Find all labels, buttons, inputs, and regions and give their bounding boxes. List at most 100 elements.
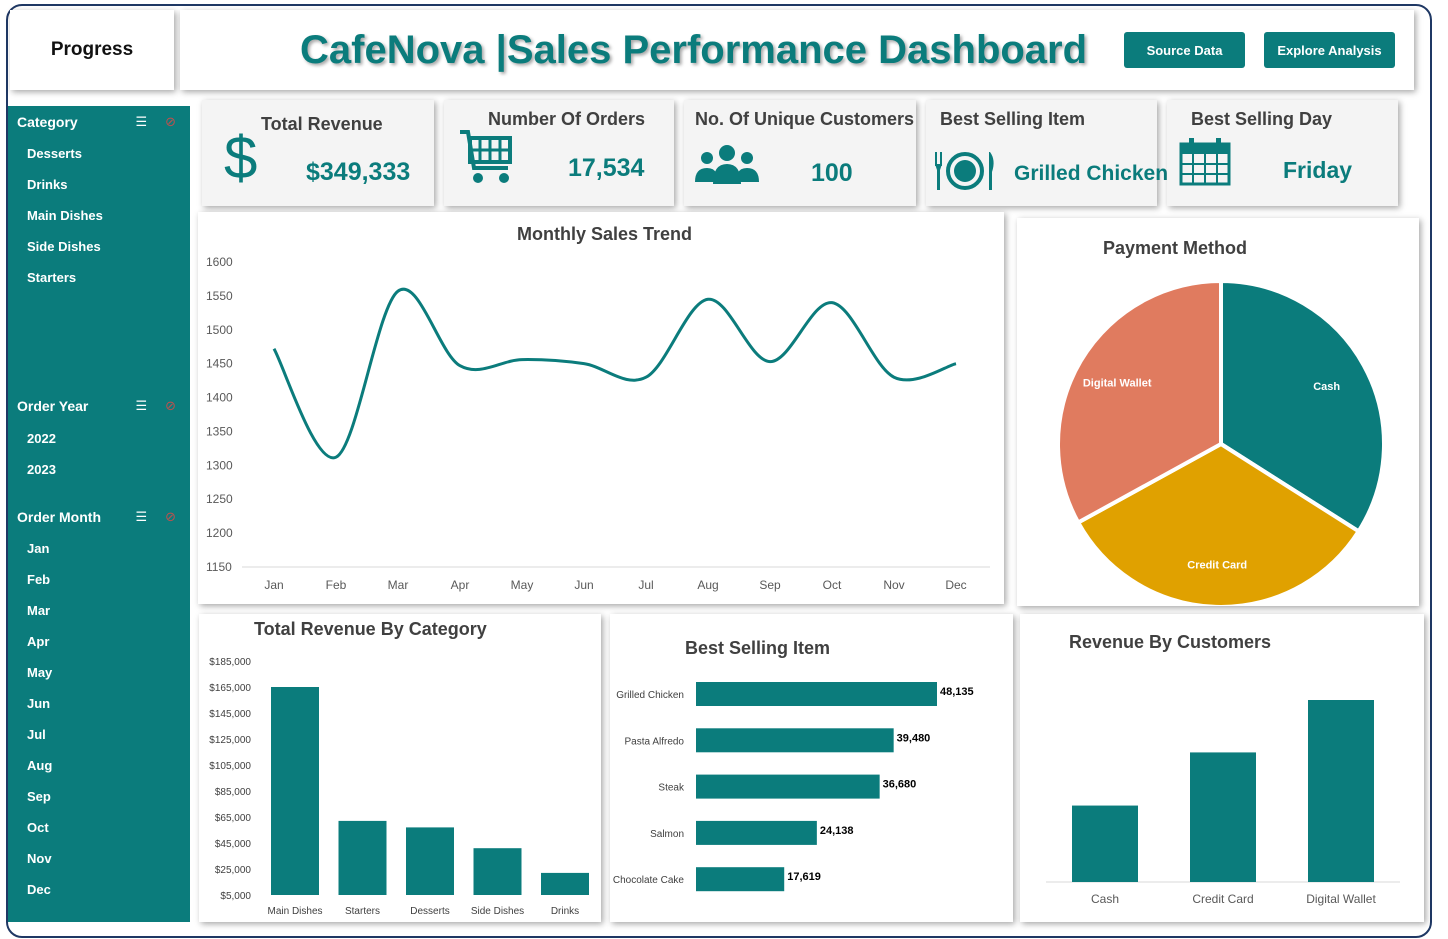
bar-pasta-alfredo xyxy=(696,728,894,753)
year-slicer-controls: ☰ ⊘ xyxy=(135,398,176,414)
order-year-slicer-title: Order Year xyxy=(17,398,89,414)
y-tick-label: Grilled Chicken xyxy=(616,690,684,701)
x-tick-label: Jul xyxy=(638,578,653,592)
chart-title: Best Selling Item xyxy=(685,638,831,658)
slicer-item-2022[interactable]: 2022 xyxy=(27,431,56,446)
x-tick-label: Desserts xyxy=(410,906,449,917)
slicer-item-main-dishes[interactable]: Main Dishes xyxy=(27,208,103,223)
y-tick-label: $45,000 xyxy=(215,839,252,850)
slicer-item-apr[interactable]: Apr xyxy=(27,634,50,649)
revenue-by-category-chart: Total Revenue By Category $185,000 $165,0… xyxy=(199,614,601,922)
y-tick-label: 1600 xyxy=(206,255,233,269)
y-tick-label: Steak xyxy=(658,783,685,794)
multi-select-icon[interactable]: ☰ xyxy=(135,509,148,524)
bar-desserts xyxy=(406,827,454,895)
users-icon xyxy=(695,145,759,184)
progress-label: Progress xyxy=(50,39,134,60)
bar-credit-card xyxy=(1190,752,1256,882)
slicer-item-oct[interactable]: Oct xyxy=(27,820,49,835)
slicer-item-may[interactable]: May xyxy=(27,665,53,680)
y-tick-label: $185,000 xyxy=(209,657,251,668)
kpi-value: $349,333 xyxy=(306,158,411,186)
calendar-icon xyxy=(1179,138,1231,186)
data-label: 24,138 xyxy=(820,825,854,837)
slicer-item-jun[interactable]: Jun xyxy=(27,696,51,711)
kpi-number-of-orders: Number Of Orders 17,534 xyxy=(444,100,674,206)
kpi-title: No. Of Unique Customers xyxy=(695,109,915,129)
slicer-item-drinks[interactable]: Drinks xyxy=(27,177,68,192)
bar-grilled-chicken xyxy=(696,682,937,706)
slicer-item-nov[interactable]: Nov xyxy=(27,851,52,866)
progress-tile: Progress xyxy=(10,10,174,90)
slicer-item-jul[interactable]: Jul xyxy=(27,727,46,742)
bar-main-dishes xyxy=(271,687,319,895)
y-tick-label: 1250 xyxy=(206,492,233,506)
bar-starters xyxy=(338,820,387,895)
pie-slice-digital-wallet xyxy=(1056,278,1223,526)
y-tick-label: $25,000 xyxy=(215,865,252,876)
y-tick-label: 1300 xyxy=(206,458,233,472)
chart-title: Payment Method xyxy=(1103,238,1248,258)
multi-select-icon[interactable]: ☰ xyxy=(135,398,148,413)
chart-title: Total Revenue By Category xyxy=(254,619,487,639)
slicer-item-feb[interactable]: Feb xyxy=(27,572,51,587)
chart-title: Monthly Sales Trend xyxy=(517,224,693,244)
x-tick-label: Credit Card xyxy=(1192,892,1253,906)
x-tick-label: Main Dishes xyxy=(267,906,322,917)
pie-chart-svg: Cash Credit Card Digital Wallet xyxy=(1056,278,1386,606)
dollar-icon: $ xyxy=(224,124,258,191)
slicer-item-aug[interactable]: Aug xyxy=(27,758,53,773)
y-tick-label: $85,000 xyxy=(215,787,252,798)
kpi-total-revenue: Total Revenue $ $349,333 xyxy=(202,100,434,206)
x-tick-label: Digital Wallet xyxy=(1306,892,1376,906)
y-tick-label: $145,000 xyxy=(209,709,251,720)
clear-filter-icon[interactable]: ⊘ xyxy=(165,509,176,524)
bar-salmon xyxy=(696,820,817,845)
bar-cash xyxy=(1072,805,1138,882)
slicer-item-desserts[interactable]: Desserts xyxy=(27,146,82,161)
source-data-button[interactable]: Source Data xyxy=(1124,32,1245,68)
x-tick-label: Apr xyxy=(451,578,470,592)
y-tick-label: Pasta Alfredo xyxy=(625,736,685,747)
chart-title: Revenue By Customers xyxy=(1069,632,1272,652)
kpi-value: 17,534 xyxy=(568,154,645,182)
multi-select-icon[interactable]: ☰ xyxy=(135,114,148,129)
kpi-unique-customers: No. Of Unique Customers 100 xyxy=(684,100,916,206)
y-tick-label: 1200 xyxy=(206,526,233,540)
explore-analysis-button[interactable]: Explore Analysis xyxy=(1264,32,1395,68)
slicer-item-sep[interactable]: Sep xyxy=(27,789,51,804)
slicer-item-dec[interactable]: Dec xyxy=(27,882,51,897)
clear-filter-icon[interactable]: ⊘ xyxy=(165,398,176,413)
x-tick-label: May xyxy=(511,578,534,592)
y-tick-label: $65,000 xyxy=(215,813,252,824)
order-month-slicer-title: Order Month xyxy=(17,509,101,525)
slicer-item-jan[interactable]: Jan xyxy=(27,541,50,556)
slicer-item-starters[interactable]: Starters xyxy=(27,270,77,285)
x-tick-label: Dec xyxy=(945,578,966,592)
data-label: 39,480 xyxy=(897,732,931,744)
monthly-sales-chart: Monthly Sales Trend 1600 1550 1500 1450 1400… xyxy=(198,212,1004,604)
y-tick-label: 1550 xyxy=(206,289,233,303)
item-bar-svg: Grilled Chicken 48,135 Pasta Alfredo 39,480… xyxy=(613,682,974,892)
kpi-title: Total Revenue xyxy=(261,114,383,134)
kpi-title: Best Selling Item xyxy=(940,109,1086,129)
slicer-item-2023[interactable]: 2023 xyxy=(27,462,56,477)
x-tick-label: Mar xyxy=(388,578,409,592)
data-label: 48,135 xyxy=(940,686,974,698)
kpi-value: Grilled Chicken xyxy=(1014,162,1169,185)
slicer-item-mar[interactable]: Mar xyxy=(27,603,51,618)
kpi-title: Number Of Orders xyxy=(488,109,646,129)
y-tick-label: 1150 xyxy=(206,560,232,574)
line-chart-svg: 1600 1550 1500 1450 1400 1350 1300 1250 1200 1150… xyxy=(206,255,990,592)
month-slicer-controls: ☰ ⊘ xyxy=(135,509,176,525)
pie-slice-label: Digital Wallet xyxy=(1083,378,1152,390)
kpi-value: 100 xyxy=(811,159,853,187)
clear-filter-icon[interactable]: ⊘ xyxy=(165,114,176,129)
kpi-best-selling-day: Best Selling Day Friday xyxy=(1167,100,1398,206)
x-tick-label: Oct xyxy=(823,578,842,592)
slicer-item-side-dishes[interactable]: Side Dishes xyxy=(27,239,101,254)
slicer-panel: Category ☰ ⊘ Desserts Drinks Main Dishes Si… xyxy=(8,106,190,922)
y-tick-label: $105,000 xyxy=(209,761,251,772)
dashboard-frame xyxy=(6,4,1432,938)
pie-slice-label: Credit Card xyxy=(1187,560,1247,572)
